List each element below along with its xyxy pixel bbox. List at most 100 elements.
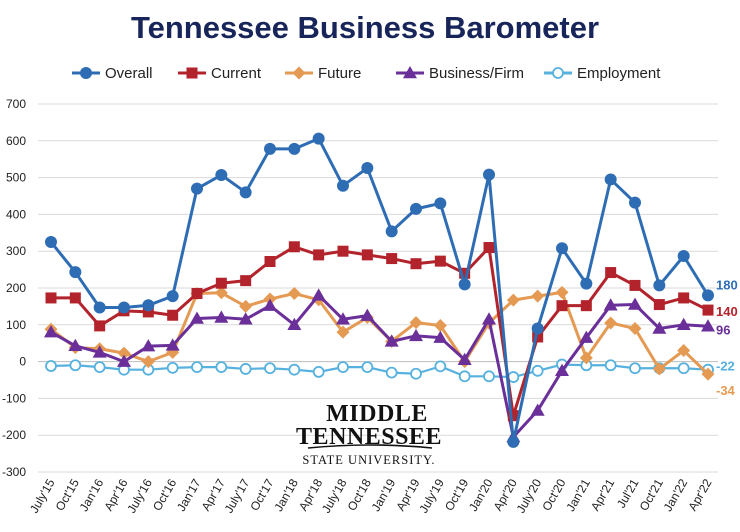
point-future bbox=[604, 316, 618, 330]
point-business-firm bbox=[652, 321, 667, 334]
point-overall bbox=[385, 225, 398, 238]
y-tick-label: -300 bbox=[2, 465, 26, 479]
point-current bbox=[532, 331, 544, 343]
point-future bbox=[239, 299, 253, 313]
legend-swatch-marker bbox=[552, 67, 564, 79]
point-future bbox=[506, 293, 520, 307]
point-future bbox=[409, 316, 423, 330]
point-business-firm bbox=[263, 298, 277, 311]
point-employment bbox=[312, 366, 325, 378]
y-tick-label: 0 bbox=[19, 355, 26, 369]
point-current bbox=[94, 320, 106, 332]
y-tick-label: 200 bbox=[6, 281, 26, 295]
x-tick-label: Jan'21 bbox=[563, 476, 593, 514]
point-business-firm bbox=[165, 338, 180, 351]
point-business-firm bbox=[482, 312, 496, 325]
point-overall bbox=[239, 186, 252, 199]
point-employment bbox=[483, 370, 495, 383]
x-tick-label: Jan'17 bbox=[174, 476, 204, 514]
university-logo: MIDDLE TENNESSEE STATE UNIVERSITY. bbox=[296, 401, 441, 467]
gridlines bbox=[38, 103, 718, 473]
y-tick-label: 600 bbox=[6, 134, 26, 148]
point-current bbox=[69, 292, 81, 304]
chart-title: Tennessee Business Barometer bbox=[131, 10, 599, 45]
legend-swatch-marker bbox=[186, 67, 198, 79]
logo-line1: MIDDLE bbox=[326, 401, 428, 427]
x-tick-label: Jan'18 bbox=[271, 476, 301, 514]
point-overall bbox=[288, 142, 301, 155]
point-employment bbox=[507, 371, 520, 383]
point-future bbox=[579, 351, 593, 365]
point-business-firm bbox=[603, 298, 618, 311]
point-current bbox=[702, 304, 714, 316]
point-overall bbox=[653, 279, 666, 292]
point-employment bbox=[264, 362, 276, 375]
y-axis-ticks: -300 -200 -100 0 100 200 300 400 500 600 700 bbox=[2, 97, 26, 479]
point-employment bbox=[239, 363, 252, 375]
y-tick-label: 300 bbox=[6, 244, 26, 258]
point-current bbox=[264, 256, 276, 268]
point-overall bbox=[677, 249, 690, 262]
x-tick-label: July'15 bbox=[27, 476, 58, 515]
point-business-firm bbox=[44, 325, 58, 338]
point-business-firm bbox=[530, 403, 545, 416]
point-business-firm bbox=[628, 297, 642, 310]
point-current bbox=[434, 255, 446, 267]
point-business-firm bbox=[555, 363, 569, 377]
point-current bbox=[580, 300, 592, 312]
point-employment bbox=[361, 361, 374, 374]
series-line-business-firm bbox=[50, 293, 709, 439]
point-current bbox=[337, 245, 349, 257]
point-overall bbox=[215, 169, 228, 182]
point-overall bbox=[507, 435, 520, 448]
point-employment bbox=[191, 361, 203, 374]
point-overall bbox=[93, 301, 106, 314]
point-overall bbox=[702, 289, 714, 302]
x-tick-label: Jan'22 bbox=[661, 476, 691, 514]
point-current bbox=[605, 267, 617, 279]
point-business-firm bbox=[579, 330, 594, 343]
point-business-firm bbox=[409, 328, 423, 342]
point-current bbox=[507, 410, 519, 422]
x-axis-ticks: July'15Oct'15Jan'16Apr'16July'16Oct'16Ja… bbox=[27, 476, 715, 515]
x-tick-label: Jan'16 bbox=[77, 476, 107, 514]
point-overall bbox=[166, 290, 179, 303]
point-current bbox=[167, 309, 179, 321]
point-business-firm bbox=[214, 310, 229, 323]
point-future bbox=[433, 319, 447, 333]
point-current bbox=[556, 300, 568, 312]
legend-item-future: Future bbox=[285, 65, 361, 82]
y-tick-label: 400 bbox=[6, 207, 26, 221]
point-overall bbox=[337, 179, 349, 192]
point-business-firm bbox=[336, 312, 350, 325]
point-future bbox=[141, 355, 155, 369]
point-business-firm bbox=[117, 354, 131, 367]
point-overall bbox=[556, 242, 568, 255]
point-business-firm bbox=[238, 312, 253, 325]
point-future bbox=[628, 321, 642, 335]
point-overall bbox=[434, 197, 447, 210]
x-tick-label: July'19 bbox=[416, 476, 447, 515]
point-employment bbox=[677, 362, 690, 375]
legend-swatch-marker bbox=[403, 66, 417, 79]
legend-item-business-firm: Business/Firm bbox=[396, 65, 524, 82]
point-employment bbox=[385, 366, 398, 379]
point-current bbox=[410, 258, 422, 270]
series-overall bbox=[45, 132, 714, 448]
point-current bbox=[629, 279, 641, 291]
point-current bbox=[142, 306, 154, 318]
point-future bbox=[287, 287, 301, 301]
logo-line3: STATE UNIVERSITY. bbox=[302, 453, 435, 467]
point-overall bbox=[604, 173, 617, 186]
point-future bbox=[677, 344, 691, 358]
end-labels: 180 140 -34 96 -22 bbox=[716, 277, 738, 398]
point-business-firm bbox=[676, 317, 691, 331]
point-current bbox=[653, 299, 665, 311]
y-tick-label: 500 bbox=[6, 171, 26, 185]
end-label-overall: 180 bbox=[716, 277, 738, 292]
end-label-current: 140 bbox=[716, 304, 738, 319]
point-overall bbox=[69, 266, 82, 279]
point-employment bbox=[434, 360, 447, 373]
